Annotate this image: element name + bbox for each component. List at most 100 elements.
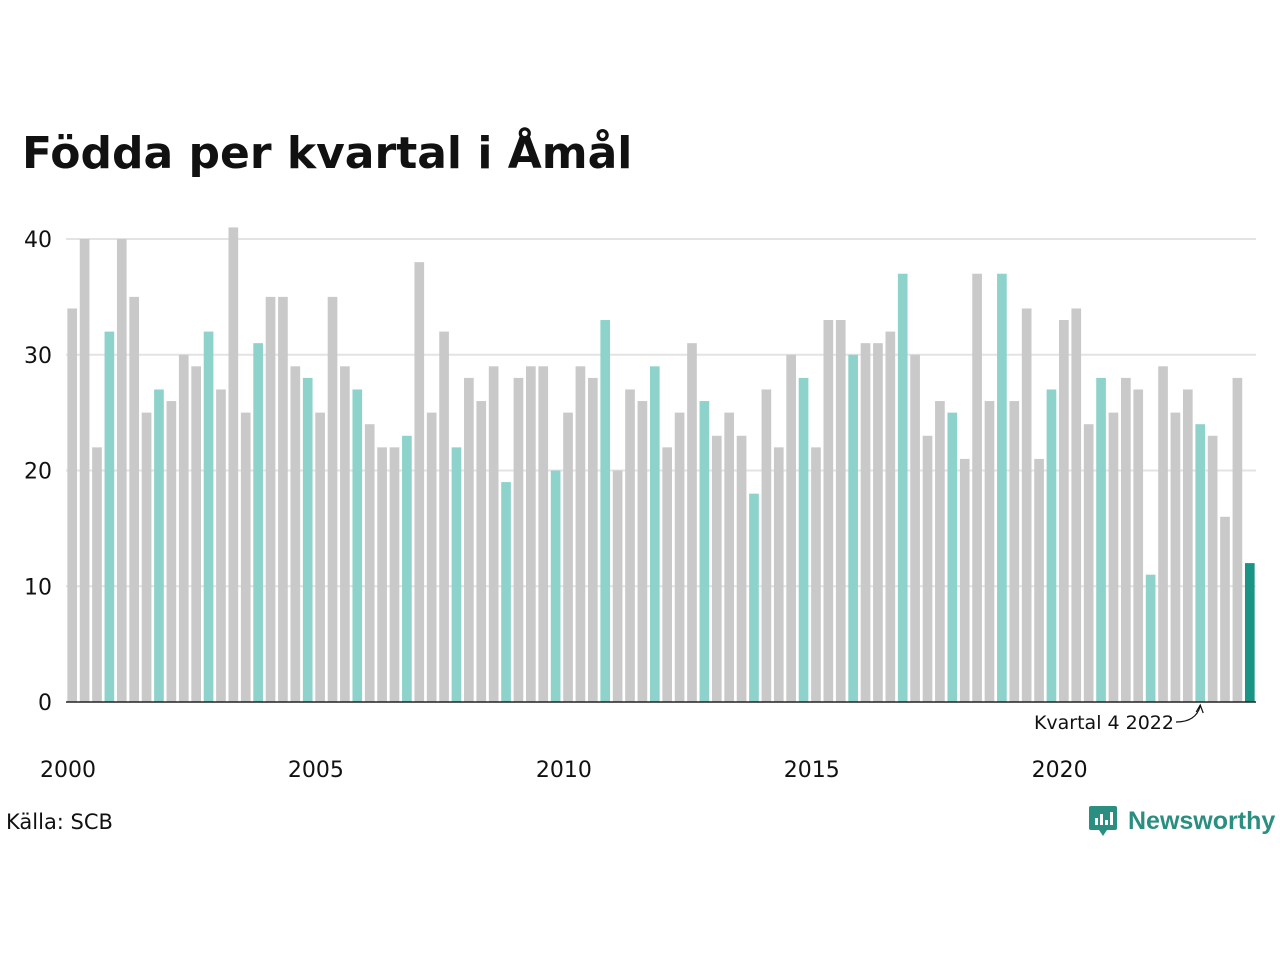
- y-tick-label: 10: [24, 575, 52, 600]
- bar: [402, 435, 412, 702]
- source-note: Källa: SCB: [6, 810, 113, 834]
- x-tick-label: 2020: [1032, 758, 1088, 783]
- bar: [736, 435, 747, 702]
- bar: [513, 377, 524, 702]
- bar: [550, 470, 561, 702]
- bar: [265, 296, 276, 702]
- bar: [786, 354, 796, 702]
- bar: [216, 389, 226, 702]
- bar: [984, 401, 995, 702]
- bar: [997, 273, 1007, 702]
- bar: [1158, 366, 1168, 702]
- annotation: Kvartal 4 2022: [1034, 703, 1204, 734]
- bar: [959, 458, 970, 702]
- newsworthy-logo-icon: [1089, 806, 1117, 836]
- gridlines: [66, 238, 1256, 588]
- bar: [1220, 516, 1230, 702]
- x-tick-label: 2000: [40, 758, 96, 783]
- bar: [674, 412, 685, 702]
- chart-title: Födda per kvartal i Åmål: [22, 128, 633, 179]
- bar: [1232, 377, 1243, 702]
- bar: [1207, 435, 1218, 702]
- bar: [587, 377, 598, 702]
- bar: [910, 354, 920, 702]
- bar: [302, 377, 313, 702]
- bar: [711, 435, 722, 702]
- bar: [1034, 458, 1044, 702]
- bar: [897, 273, 908, 702]
- x-tick-label: 2015: [784, 758, 840, 783]
- bar: [340, 366, 350, 702]
- bar: [798, 377, 809, 702]
- bar: [154, 389, 164, 702]
- bar: [476, 401, 487, 702]
- bar: [79, 239, 90, 702]
- bar: [947, 412, 958, 702]
- x-tick-label: 2010: [536, 758, 592, 783]
- bar: [823, 320, 834, 702]
- bar: [464, 377, 474, 702]
- bar: [637, 401, 648, 702]
- bar: [699, 401, 710, 702]
- y-tick-label: 30: [24, 344, 52, 369]
- bar: [1071, 308, 1082, 702]
- bar: [873, 343, 883, 702]
- bar: [848, 354, 858, 702]
- bar: [1145, 574, 1156, 702]
- bar: [922, 435, 933, 702]
- bar: [439, 331, 449, 702]
- bar: [451, 447, 462, 702]
- bar: [290, 366, 301, 702]
- bar: [1121, 377, 1131, 702]
- bar: [389, 447, 400, 702]
- bar: [414, 262, 425, 702]
- bar: [1244, 563, 1255, 702]
- bar: [278, 296, 288, 702]
- bar: [377, 447, 387, 702]
- bar: [1083, 424, 1094, 702]
- brand-logo: Newsworthy: [1088, 804, 1275, 838]
- bar: [116, 239, 127, 702]
- bar: [972, 273, 982, 702]
- bar: [240, 412, 251, 702]
- bar: [526, 366, 536, 702]
- bar: [104, 331, 115, 702]
- bar: [1009, 401, 1020, 702]
- bar: [129, 296, 140, 702]
- bar: [1182, 389, 1193, 702]
- bar: [835, 320, 846, 702]
- bar: [575, 366, 586, 702]
- bar: [203, 331, 214, 702]
- bar: [749, 493, 759, 702]
- bar: [488, 366, 499, 702]
- bar: [563, 412, 573, 702]
- bar: [315, 412, 325, 702]
- bar: [92, 447, 102, 702]
- bar: [191, 366, 201, 702]
- bar: [761, 389, 772, 702]
- annotation-arrow: [1175, 705, 1201, 723]
- x-tick-label: 2005: [288, 758, 344, 783]
- bars: [67, 227, 1255, 703]
- bar: [811, 447, 821, 702]
- bar: [935, 401, 945, 702]
- bar: [538, 366, 549, 702]
- bar: [649, 366, 660, 702]
- bar: [1108, 412, 1119, 702]
- bar: [1170, 412, 1181, 702]
- bar: [1133, 389, 1144, 702]
- annotation-label: Kvartal 4 2022: [1034, 712, 1174, 734]
- bar: [178, 354, 189, 702]
- annotation-arrowhead: [1195, 703, 1204, 714]
- bar: [141, 412, 152, 702]
- bar: [625, 389, 635, 702]
- bar: [1195, 424, 1206, 702]
- bar: [600, 320, 611, 702]
- bar: [885, 331, 896, 702]
- bar: [1059, 320, 1069, 702]
- bar: [67, 308, 78, 702]
- bar: [327, 296, 338, 702]
- bar: [1021, 308, 1032, 702]
- bar: [662, 447, 673, 702]
